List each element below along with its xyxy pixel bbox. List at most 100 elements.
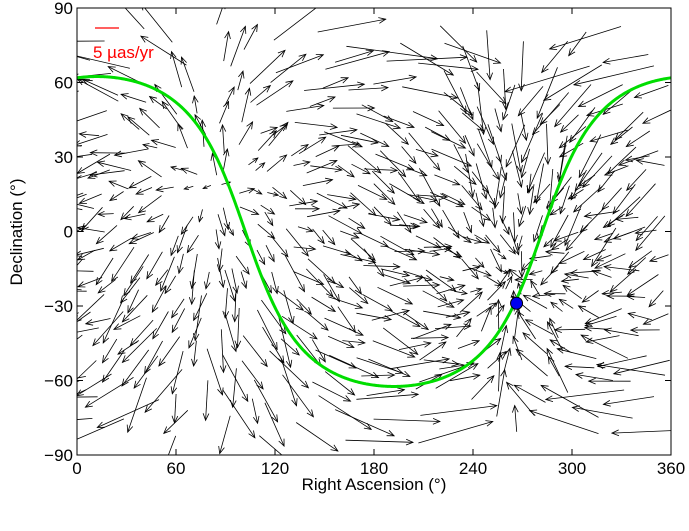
vector-head: [241, 280, 248, 290]
vector-head: [170, 165, 177, 171]
vector-arrow: [293, 245, 317, 252]
vector-head: [594, 262, 603, 269]
vector-head: [407, 351, 416, 358]
vector-head: [625, 209, 634, 218]
vector-head: [517, 282, 522, 289]
vector-arrow: [626, 257, 647, 275]
vector-shaft: [596, 254, 612, 262]
vector-arrow: [531, 92, 570, 136]
vector-shaft: [224, 86, 235, 106]
vector-shaft: [251, 188, 262, 195]
vector-shaft: [135, 187, 153, 195]
vector-arrow: [628, 250, 653, 269]
vector-arrow: [502, 84, 516, 121]
vector-shaft: [514, 384, 546, 403]
vector-head: [558, 141, 567, 149]
vector-arrow: [498, 324, 509, 362]
vector-head: [271, 341, 278, 351]
vector-head: [606, 166, 615, 175]
vector-shaft: [293, 271, 324, 285]
vector-head: [232, 285, 239, 294]
vector-head: [642, 318, 651, 325]
vector-arrow: [518, 205, 527, 228]
vector-arrow: [324, 371, 356, 396]
vector-arrow: [564, 205, 582, 247]
vector-head: [496, 351, 503, 360]
vector-arrow: [206, 348, 224, 396]
vector-head: [279, 154, 288, 162]
vector-head: [406, 121, 415, 129]
vector-head: [363, 422, 373, 430]
vector-head: [320, 0, 327, 6]
vector-head: [468, 189, 475, 199]
vector-arrow: [476, 71, 507, 105]
vector-head: [39, 327, 47, 333]
vector-head: [347, 388, 356, 396]
vector-arrow: [318, 395, 373, 430]
vector-arrow: [443, 70, 467, 115]
vector-head: [177, 265, 184, 275]
vector-arrow: [77, 327, 99, 333]
vector-arrow: [257, 130, 277, 151]
vector-shaft: [536, 67, 558, 119]
vector-shaft: [262, 326, 285, 364]
vector-shaft: [513, 212, 516, 243]
vector-arrow: [550, 238, 569, 251]
vector-arrow: [520, 111, 529, 142]
vector-shaft: [77, 389, 87, 395]
vector-arrow: [456, 317, 472, 338]
vector-head: [339, 202, 348, 209]
vector-arrow: [123, 213, 146, 221]
vector-head: [626, 267, 635, 275]
vector-head: [327, 276, 336, 285]
vector-shaft: [403, 284, 440, 287]
vector-arrow: [438, 110, 467, 144]
vector-arrow: [594, 253, 626, 269]
vector-shaft: [431, 148, 472, 167]
vector-shaft: [601, 187, 622, 210]
vector-head: [438, 341, 447, 349]
vector-shaft: [271, 271, 278, 294]
vector-arrow: [37, 113, 73, 129]
vector-head: [248, 430, 256, 439]
vector-shaft: [275, 54, 324, 74]
vector-shaft: [241, 360, 264, 390]
vector-shaft: [423, 359, 459, 365]
vector-arrow: [476, 106, 494, 146]
vector-head: [278, 438, 285, 448]
vector-shaft: [350, 192, 377, 216]
vector-shaft: [582, 290, 599, 303]
vector-arrow: [109, 191, 124, 202]
vector-shaft: [603, 396, 655, 405]
vector-shaft: [340, 134, 379, 144]
vector-arrow: [403, 281, 441, 289]
vector-arrow: [382, 327, 419, 356]
vector-arrow: [461, 258, 479, 280]
vector-head: [304, 307, 313, 315]
vector-head: [142, 143, 150, 149]
vector-head: [565, 243, 573, 252]
vector-head: [183, 185, 190, 190]
vector-head: [541, 65, 549, 74]
vector-shaft: [324, 317, 364, 336]
vector-head: [281, 121, 289, 130]
vector-shaft: [322, 229, 336, 245]
vector-shaft: [188, 317, 202, 349]
vector-arrow: [151, 285, 167, 314]
vector-arrow: [138, 107, 160, 129]
vector-head: [412, 222, 421, 230]
vector-shaft: [161, 101, 183, 130]
vector-head: [495, 298, 502, 307]
vector-shaft: [456, 318, 472, 338]
vector-shaft: [138, 160, 162, 178]
vector-arrow: [361, 104, 394, 122]
vector-arrow: [487, 280, 507, 301]
vector-head: [272, 286, 279, 295]
vector-head: [121, 378, 129, 387]
vector-shaft: [648, 290, 664, 307]
vector-arrow: [444, 42, 502, 64]
vector-shaft: [438, 110, 466, 144]
vector-head: [521, 154, 528, 164]
vector-shaft: [193, 95, 198, 114]
vector-head: [260, 359, 268, 368]
